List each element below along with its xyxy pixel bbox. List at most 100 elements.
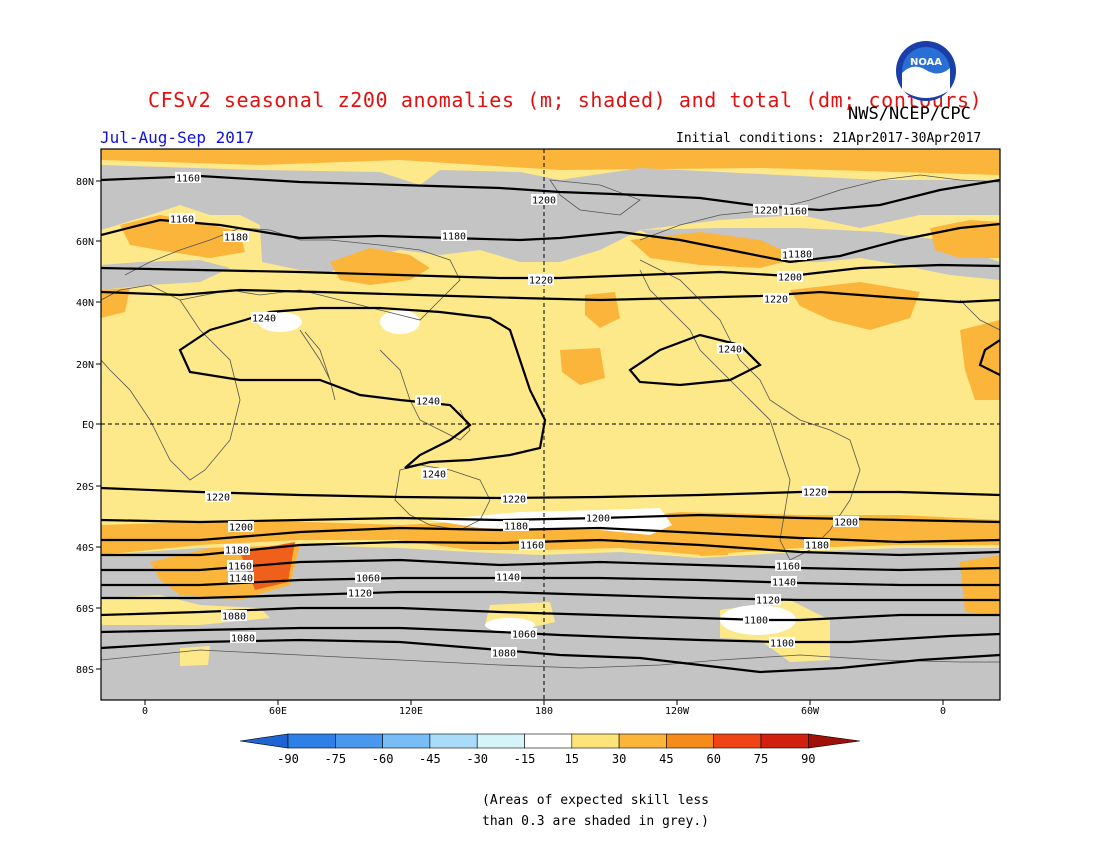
longitude-label: 60W [801,706,820,717]
contour-label-bg [421,468,447,479]
contour-label-bg [753,204,779,215]
colorbar-label: -60 [372,752,394,766]
contour-label: 1200 [834,518,858,529]
latitude-label: 60N [76,237,94,248]
contour-label: 1100 [770,639,794,650]
longitude-label: 120W [665,706,690,717]
colorbar-label: -45 [419,752,441,766]
contour-label: 1240 [718,345,742,356]
anomaly-natlantic-orange [790,282,920,330]
longitude-label: 0 [940,706,946,717]
contour-label-bg [775,560,801,571]
anomaly-white-spot [380,310,420,334]
anomaly-tropical-orange [560,348,605,385]
anomaly-eatlantic-orange [101,288,130,318]
longitude-label: 120E [399,706,423,717]
contour-label-bg [804,539,830,550]
contour-label: 1240 [416,397,440,408]
contour-label-bg [503,520,529,531]
contour-label: 1060 [356,574,380,585]
contour-label: 1220 [764,295,788,306]
contour-label-bg [531,194,557,205]
colorbar-swatch [760,733,809,749]
contour-label-bg [763,293,789,304]
colorbar-label: 45 [659,752,673,766]
contour-label-bg [227,560,253,571]
contour-label-bg [221,610,247,621]
contour-label-bg [755,594,781,605]
contour-label-bg [782,205,808,216]
anomaly-pacific-orange [585,292,620,328]
contour-label-bg [228,521,254,532]
contour-label: 1100 [744,616,768,627]
contour-label-bg [787,248,813,259]
contour-label: 1240 [422,470,446,481]
contour-label: 1180 [224,233,248,244]
contour-label: 1140 [772,578,796,589]
contour-label-bg [833,516,859,527]
contour-label: 1220 [803,488,827,499]
contour-label: 1080 [231,634,255,645]
contour-label-bg [251,312,277,323]
latitude-labels: 80N 60N 40N 20N EQ 20S 40S 60S 80S [76,177,101,676]
contour-label-bg [743,614,769,625]
contour-label: 1140 [496,573,520,584]
contour-label-bg [519,539,545,550]
contour-label: 1160 [228,562,252,573]
contour-label: 1180 [788,250,812,261]
contour-label-bg [495,571,521,582]
colorbar-swatch [382,733,431,749]
longitude-label: 0 [142,706,148,717]
contour-label-bg [769,637,795,648]
low-skill-europe-grey [101,260,230,290]
contour-label: 1200 [229,523,253,534]
contour-label: 1060 [512,630,536,641]
contour-label-bg [223,231,249,242]
contour-label: 1120 [348,589,372,600]
contour-label-bg [355,572,381,583]
colorbar-label: 15 [565,752,579,766]
contour-label: 1180 [442,232,466,243]
anomaly-africa-orange [960,320,1000,400]
contour-label: 1220 [754,206,778,217]
contour-label-bg [528,274,554,285]
contour-label-bg [169,213,195,224]
anomaly-shading-arctic-orange [101,149,1000,175]
season-label: Jul-Aug-Sep 2017 [100,128,255,147]
contour-label: 1160 [520,541,544,552]
contour-label: 1160 [776,562,800,573]
latitude-label: 20N [76,360,94,371]
contour-label: 1180 [225,546,249,557]
contour-label: 1220 [502,495,526,506]
contour-label-bg [491,647,517,658]
colorbar-arrow-low [239,733,289,749]
contour-label-bg [501,493,527,504]
contour-label: 1200 [586,514,610,525]
latitude-label: 40S [76,543,94,554]
chart-title: CFSv2 seasonal z200 anomalies (m; shaded… [148,88,983,112]
latitude-label: 80N [76,177,94,188]
latitude-label: 80S [76,665,94,676]
longitude-label: 180 [535,706,553,717]
contour-label: 1220 [529,276,553,287]
contour-label: 1080 [492,649,516,660]
contour-label: 1160 [170,215,194,226]
colorbar-label: 90 [801,752,815,766]
latitude-label: EQ [82,420,94,431]
contour-label-bg [205,491,231,502]
contour-label-bg [175,172,201,183]
contour-label: 1220 [206,493,230,504]
colorbar-label: 60 [706,752,720,766]
contour-label-bg [717,343,743,354]
colorbar-swatch [524,733,573,749]
contour-label-bg [585,512,611,523]
contour-label: 1160 [783,207,807,218]
initial-conditions-label: Initial conditions: 21Apr2017-30Apr2017 [676,131,982,146]
contour-label-bg [230,632,256,643]
latitude-label: 40N [76,298,94,309]
contour-label-bg [802,486,828,497]
contour-label-bg [228,572,254,583]
colorbar-label: -75 [324,752,346,766]
latitude-label: 60S [76,604,94,615]
